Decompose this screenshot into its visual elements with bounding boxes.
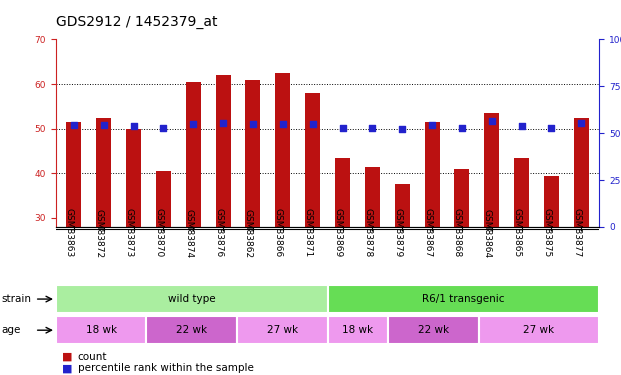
Bar: [126, 129, 141, 227]
Point: [69, 122, 79, 128]
Bar: [237, 316, 328, 344]
Text: 22 wk: 22 wk: [418, 325, 449, 335]
Text: count: count: [78, 352, 107, 362]
Bar: [484, 113, 499, 227]
Point: [129, 123, 138, 129]
Bar: [305, 93, 320, 227]
Text: strain: strain: [2, 294, 32, 304]
Text: GSM83864: GSM83864: [483, 209, 492, 258]
Text: GSM83866: GSM83866: [274, 209, 283, 258]
Text: ■: ■: [62, 363, 73, 373]
Text: GSM83878: GSM83878: [363, 209, 373, 258]
Text: 18 wk: 18 wk: [86, 325, 117, 335]
Text: 27 wk: 27 wk: [524, 325, 555, 335]
Bar: [56, 285, 328, 313]
Bar: [479, 316, 599, 344]
Point: [546, 125, 556, 132]
Point: [307, 121, 317, 127]
Text: GSM83867: GSM83867: [423, 209, 432, 258]
Text: GSM83874: GSM83874: [184, 209, 193, 258]
Point: [248, 121, 258, 127]
Point: [278, 121, 288, 127]
Text: GSM83871: GSM83871: [304, 209, 312, 258]
Bar: [514, 158, 529, 227]
Bar: [96, 117, 111, 227]
Point: [188, 121, 198, 127]
Text: GSM83876: GSM83876: [214, 209, 223, 258]
Text: ■: ■: [62, 352, 73, 362]
Bar: [395, 184, 410, 227]
Bar: [388, 316, 479, 344]
Text: GSM83870: GSM83870: [155, 209, 163, 258]
Point: [158, 125, 168, 132]
Text: GSM83868: GSM83868: [453, 209, 462, 258]
Bar: [275, 73, 290, 227]
Bar: [215, 75, 230, 227]
Text: GSM83869: GSM83869: [333, 209, 343, 258]
Text: GSM83875: GSM83875: [543, 209, 551, 258]
Point: [457, 125, 467, 132]
Text: wild type: wild type: [168, 294, 215, 304]
Text: 22 wk: 22 wk: [176, 325, 207, 335]
Point: [576, 120, 586, 126]
Text: GSM83865: GSM83865: [513, 209, 522, 258]
Bar: [147, 316, 237, 344]
Text: GSM83877: GSM83877: [573, 209, 581, 258]
Text: 27 wk: 27 wk: [267, 325, 298, 335]
Point: [427, 122, 437, 128]
Point: [218, 120, 228, 126]
Bar: [365, 166, 380, 227]
Point: [517, 123, 527, 129]
Bar: [544, 176, 559, 227]
Bar: [156, 171, 171, 227]
Text: GSM83873: GSM83873: [125, 209, 134, 258]
Bar: [66, 122, 81, 227]
Text: GSM83863: GSM83863: [65, 209, 74, 258]
Point: [368, 125, 378, 132]
Text: R6/1 transgenic: R6/1 transgenic: [422, 294, 505, 304]
Bar: [574, 117, 589, 227]
Bar: [425, 122, 440, 227]
Bar: [328, 285, 599, 313]
Text: percentile rank within the sample: percentile rank within the sample: [78, 363, 253, 373]
Bar: [186, 82, 201, 227]
Point: [397, 126, 407, 132]
Text: GSM83862: GSM83862: [244, 209, 253, 258]
Text: 18 wk: 18 wk: [342, 325, 373, 335]
Point: [487, 118, 497, 124]
Bar: [455, 169, 469, 227]
Text: GSM83872: GSM83872: [94, 209, 104, 258]
Text: GSM83879: GSM83879: [393, 209, 402, 258]
Bar: [335, 158, 350, 227]
Text: GDS2912 / 1452379_at: GDS2912 / 1452379_at: [56, 15, 217, 29]
Point: [338, 125, 348, 132]
Bar: [56, 316, 147, 344]
Bar: [245, 80, 260, 227]
Bar: [328, 316, 388, 344]
Text: age: age: [2, 325, 21, 335]
Point: [99, 122, 109, 128]
